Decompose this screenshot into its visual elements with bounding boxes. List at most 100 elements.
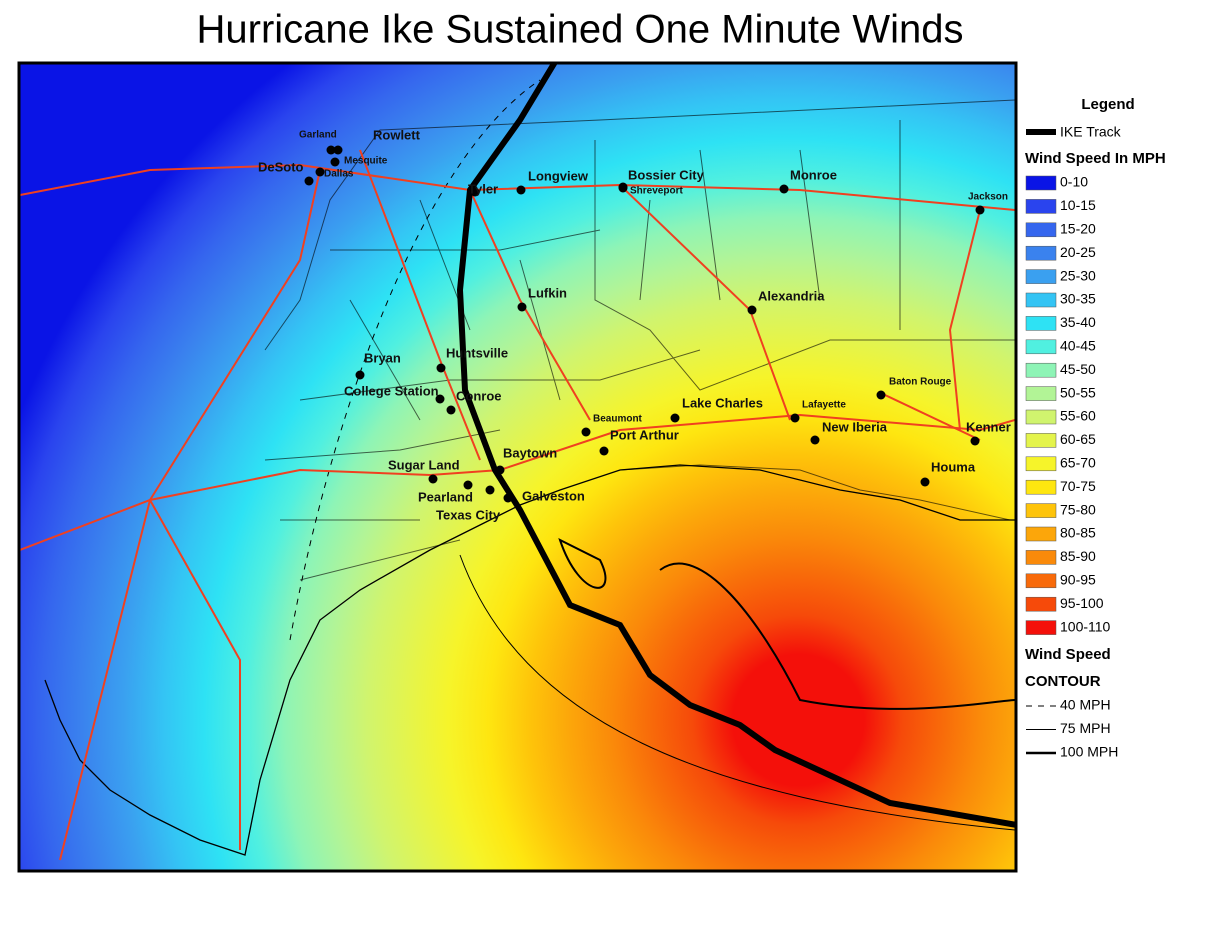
legend-label: 60-65: [1060, 431, 1096, 447]
legend-label: 100 MPH: [1060, 744, 1118, 760]
legend-swatch: [1025, 409, 1057, 425]
city-label: Texas City: [436, 507, 501, 522]
city-dot: [330, 157, 340, 167]
city-label: Bryan: [364, 350, 401, 365]
legend-label: 90-95: [1060, 572, 1096, 588]
legend-swatch: [1025, 479, 1057, 495]
city-dot: [435, 394, 445, 404]
legend-title: Legend: [1081, 96, 1134, 113]
city-label: Garland: [299, 130, 337, 141]
city-dot: [779, 184, 789, 194]
legend-label: 50-55: [1060, 384, 1096, 400]
contour-title: CONTOUR: [1025, 673, 1101, 690]
legend-label: 80-85: [1060, 525, 1096, 541]
city-dot: [581, 427, 591, 437]
city-dot: [790, 413, 800, 423]
title: Hurricane Ike Sustained One Minute Winds: [196, 8, 963, 52]
map-frame: [17, 61, 1018, 873]
city-dot: [618, 183, 628, 193]
legend-wind-title: Wind Speed In MPH: [1025, 150, 1166, 167]
legend-label: 75-80: [1060, 501, 1096, 517]
county-lines: [264, 99, 1015, 581]
city-dot: [747, 305, 757, 315]
legend-swatch: [1025, 362, 1057, 378]
legend-swatch: [1025, 199, 1057, 214]
legend-label: 85-90: [1060, 548, 1096, 564]
city-dot: [485, 485, 495, 495]
legend-label: 15-20: [1060, 221, 1096, 237]
legend-label: 65-70: [1060, 455, 1096, 471]
city-label: Galveston: [522, 488, 585, 503]
city-dot: [517, 302, 527, 312]
city-label: Bossier City: [628, 167, 705, 182]
legend-swatch: [1025, 620, 1057, 635]
legend-track: IKE Track: [1060, 124, 1122, 140]
legend: Legend IKE Track Wind Speed In MPH Wind …: [1025, 96, 1166, 760]
legend-label: 35-40: [1060, 314, 1096, 330]
track-swatch: [1026, 129, 1056, 135]
legend-swatch: [1025, 292, 1057, 308]
legend-label: 20-25: [1060, 244, 1096, 260]
city-label: Lafayette: [802, 400, 846, 411]
city-label: Conroe: [456, 388, 502, 403]
city-label: Baytown: [503, 445, 557, 460]
city-dot: [333, 145, 343, 155]
city-dot: [470, 187, 480, 197]
contours: [289, 79, 1015, 831]
city-dot: [326, 145, 336, 155]
legend-label: 95-100: [1060, 595, 1104, 611]
city-label: Sugar Land: [388, 457, 460, 472]
legend-swatch: [1025, 573, 1057, 589]
legend-label: 30-35: [1060, 291, 1096, 307]
city-label: Kenner: [966, 419, 1011, 434]
legend-swatch: [1025, 386, 1057, 401]
city-dot: [516, 185, 526, 195]
city-label: Longview: [528, 168, 589, 183]
legend-label: 25-30: [1060, 267, 1096, 283]
legend-swatch: [1025, 550, 1057, 565]
city-dot: [446, 405, 456, 415]
legend-label: 40 MPH: [1060, 697, 1111, 713]
ike-track: [456, 64, 1015, 828]
legend-swatch: [1025, 245, 1057, 261]
city-label: Dallas: [324, 169, 354, 180]
city-dot: [495, 465, 505, 475]
legend-swatch: [1025, 316, 1057, 331]
city-dot: [876, 390, 886, 400]
city-dot: [503, 493, 513, 503]
city-dot: [315, 167, 325, 177]
contour-title: Wind Speed: [1025, 646, 1111, 663]
legend-swatch: [1025, 339, 1057, 355]
city-label: DeSoto: [258, 159, 304, 174]
city-label: Shreveport: [630, 186, 683, 197]
city-dot: [670, 413, 680, 423]
city-label: Monroe: [790, 167, 837, 182]
city-label: Jackson: [968, 192, 1008, 203]
legend-swatch: [1025, 269, 1057, 284]
city-label: Pearland: [418, 489, 473, 504]
city-dot: [428, 474, 438, 484]
wind-field: [20, 64, 1015, 870]
city-label: Alexandria: [758, 288, 825, 303]
legend-swatch: [1025, 526, 1057, 542]
city-label: Tyler: [468, 181, 498, 196]
city-label: College Station: [344, 383, 439, 398]
city-label: Rowlett: [373, 127, 421, 142]
city-label: Lufkin: [528, 285, 567, 300]
legend-swatch: [1025, 596, 1057, 612]
city-dot: [970, 436, 980, 446]
legend-label: 40-45: [1060, 338, 1096, 354]
legend-label: 0-10: [1060, 174, 1088, 190]
city-dot: [436, 363, 446, 373]
legend-label: 100-110: [1060, 618, 1111, 634]
legend-label: 10-15: [1060, 197, 1096, 213]
coastline: [44, 464, 1015, 856]
city-dot: [463, 480, 473, 490]
city-dot: [810, 435, 820, 445]
cities: Garland Rowlett DeSoto Mesquite Dallas Tyler L…: [258, 127, 1011, 522]
legend-swatch: [1025, 456, 1057, 472]
city-label: New Iberia: [822, 419, 888, 434]
legend-swatch: [1025, 175, 1057, 191]
legend-swatch: [1025, 433, 1057, 448]
legend-label: 45-50: [1060, 361, 1096, 377]
